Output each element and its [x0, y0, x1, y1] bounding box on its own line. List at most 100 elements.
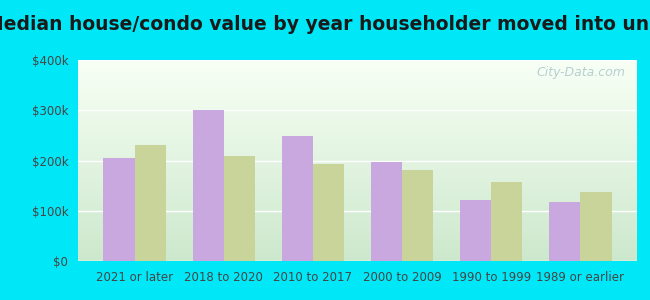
Bar [78, 257, 637, 258]
Bar [78, 141, 637, 142]
Bar [78, 117, 637, 118]
Bar [78, 131, 637, 132]
Bar [78, 65, 637, 66]
Bar [78, 178, 637, 180]
Bar [460, 200, 491, 261]
Bar [78, 70, 637, 71]
Bar [78, 188, 637, 189]
Bar [78, 237, 637, 238]
Bar [78, 135, 637, 136]
Bar [78, 110, 637, 111]
Bar [78, 234, 637, 235]
Bar [78, 249, 637, 250]
Bar [78, 218, 637, 219]
Bar [78, 174, 637, 175]
Bar [78, 195, 637, 196]
Bar [78, 232, 637, 233]
Bar [78, 175, 637, 176]
Bar [78, 73, 637, 74]
Bar [78, 163, 637, 164]
Bar [78, 251, 637, 252]
Bar [371, 161, 402, 261]
Bar [78, 244, 637, 245]
Bar [78, 146, 637, 147]
Bar [78, 144, 637, 145]
Bar [78, 186, 637, 187]
Bar [78, 158, 637, 160]
Bar [78, 104, 637, 105]
Bar [192, 110, 224, 261]
Bar [78, 124, 637, 125]
Bar [281, 136, 313, 261]
Bar [78, 109, 637, 110]
Bar [78, 136, 637, 137]
Bar [78, 89, 637, 90]
Bar [78, 116, 637, 117]
Bar [78, 125, 637, 126]
Bar [78, 115, 637, 116]
Bar [78, 193, 637, 194]
Bar [78, 253, 637, 254]
Bar [78, 82, 637, 83]
Bar [78, 85, 637, 86]
Bar [78, 221, 637, 222]
Bar [78, 97, 637, 98]
Bar [78, 184, 637, 186]
Bar [78, 150, 637, 152]
Bar [78, 220, 637, 221]
Bar [78, 112, 637, 113]
Bar [78, 216, 637, 217]
Bar [78, 86, 637, 87]
Bar [78, 197, 637, 198]
Bar [78, 105, 637, 106]
Bar [78, 254, 637, 255]
Bar [78, 170, 637, 172]
Bar [78, 256, 637, 257]
Bar [78, 167, 637, 169]
Bar [78, 81, 637, 82]
Bar [78, 200, 637, 201]
Bar [78, 205, 637, 206]
Bar [78, 213, 637, 214]
Bar [78, 126, 637, 127]
Bar [78, 114, 637, 115]
Bar [78, 224, 637, 225]
Bar [78, 259, 637, 260]
Bar [78, 91, 637, 92]
Bar [78, 260, 637, 261]
Bar [78, 98, 637, 99]
Bar [78, 102, 637, 103]
Bar [78, 120, 637, 121]
Bar [549, 202, 580, 261]
Bar [78, 215, 637, 216]
Bar [78, 127, 637, 128]
Bar [78, 233, 637, 234]
Bar [78, 148, 637, 149]
Bar [78, 140, 637, 141]
Bar [78, 241, 637, 242]
Bar [78, 198, 637, 199]
Bar [78, 203, 637, 204]
Bar [78, 230, 637, 231]
Bar [78, 61, 637, 62]
Bar [78, 95, 637, 96]
Bar [402, 169, 434, 261]
Bar [78, 94, 637, 95]
Bar [78, 60, 637, 61]
Bar [78, 64, 637, 65]
Bar [78, 217, 637, 218]
Bar [78, 149, 637, 150]
Bar [78, 132, 637, 134]
Bar [580, 192, 612, 261]
Bar [78, 212, 637, 213]
Bar [78, 228, 637, 229]
Bar [78, 194, 637, 195]
Bar [78, 258, 637, 259]
Bar [78, 76, 637, 77]
Bar [78, 192, 637, 193]
Bar [78, 157, 637, 158]
Bar [78, 202, 637, 203]
Bar [78, 79, 637, 80]
Bar [78, 74, 637, 75]
Bar [78, 242, 637, 243]
